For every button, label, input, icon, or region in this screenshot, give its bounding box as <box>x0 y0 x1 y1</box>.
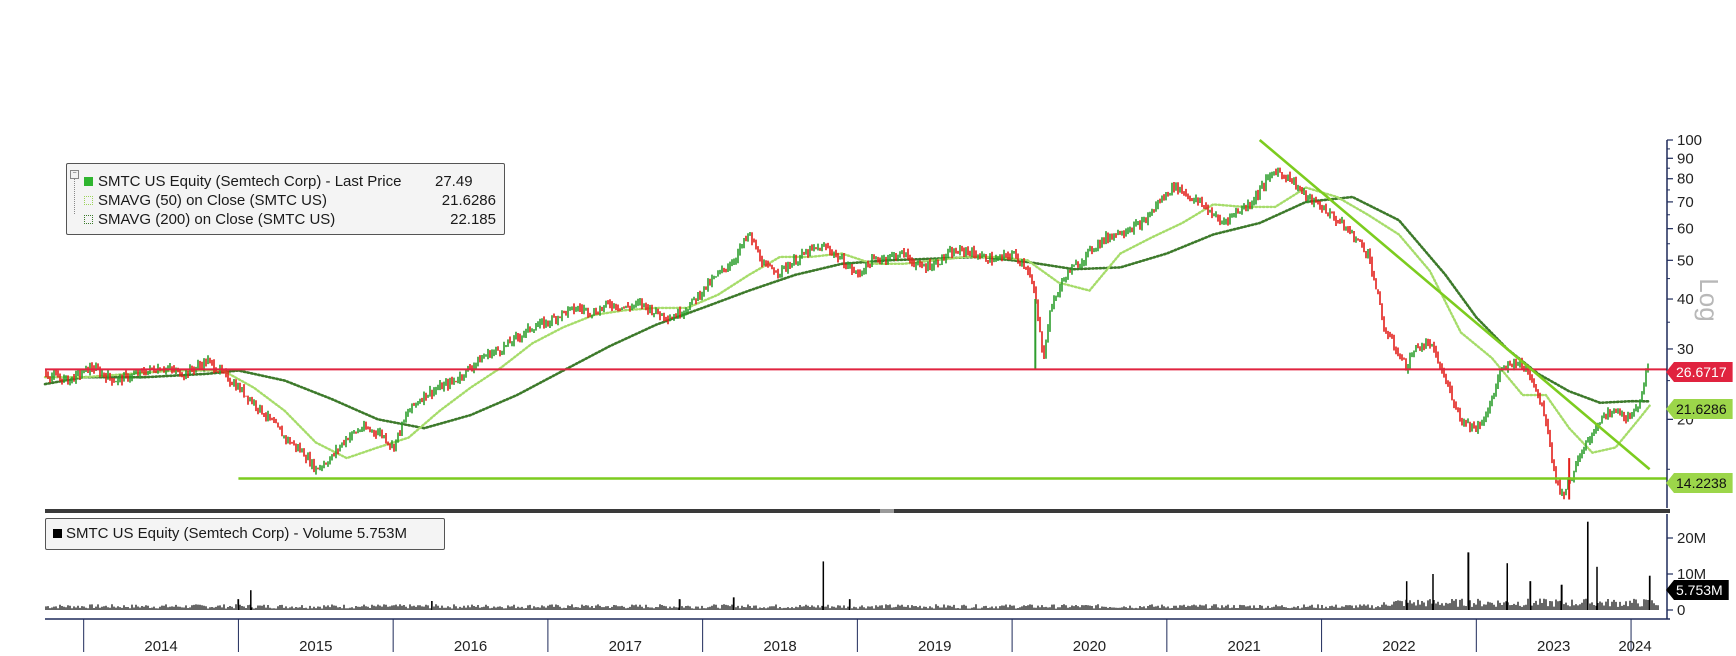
year-label: 2020 <box>1073 638 1106 655</box>
volume-axis-tick-label: 10M <box>1677 566 1706 583</box>
legend-sma50-value: 21.6286 <box>441 192 496 209</box>
legend-price-value: 27.49 <box>435 173 473 190</box>
price-swatch-icon <box>84 177 93 186</box>
price-axis-tick-label: 90 <box>1677 150 1694 167</box>
volume-axis-tick-label: 0 <box>1677 602 1685 619</box>
year-label: 2021 <box>1228 638 1261 655</box>
price-axis-tick-label: 70 <box>1677 194 1694 211</box>
volume-swatch-icon <box>53 529 62 538</box>
panel-divider <box>45 509 1670 513</box>
sma50-swatch-icon <box>84 196 93 205</box>
price-axis-tick-label: 100 <box>1677 132 1702 149</box>
price-axis-tick-label: 30 <box>1677 341 1694 358</box>
legend-sma200-value: 22.185 <box>450 211 496 228</box>
legend-price-name: SMTC US Equity (Semtech Corp) - Last Pri… <box>98 173 402 190</box>
volume-legend: SMTC US Equity (Semtech Corp) - Volume 5… <box>45 518 445 550</box>
year-label: 2017 <box>609 638 642 655</box>
sma200-swatch-icon <box>84 215 93 224</box>
price-candles-up <box>51 167 1649 496</box>
year-label: 2018 <box>763 638 796 655</box>
legend-volume-name: SMTC US Equity (Semtech Corp) - Volume 5… <box>66 525 407 542</box>
year-label: 2022 <box>1382 638 1415 655</box>
volume-value-tag: 5.753M <box>1666 580 1729 600</box>
legend-row-sma50: SMAVG (50) on Close (SMTC US) 21.6286 <box>67 191 504 210</box>
volume-bars <box>45 521 1659 610</box>
legend-row-sma200: SMAVG (200) on Close (SMTC US) 22.185 <box>67 210 504 229</box>
price-axis-tick-label: 50 <box>1677 252 1694 269</box>
year-label: 2016 <box>454 638 487 655</box>
downtrend-line <box>1258 139 1651 471</box>
sma50-price-tag: 21.6286 <box>1666 399 1733 419</box>
volume-axis-tick-label: 20M <box>1677 530 1706 547</box>
price-axis-tick-label: 60 <box>1677 221 1694 238</box>
legend-sma50-name: SMAVG (50) on Close (SMTC US) <box>98 192 327 209</box>
panel-divider-grip <box>880 509 894 513</box>
year-label: 2023 <box>1537 638 1570 655</box>
price-axis-tick-label: 80 <box>1677 171 1694 188</box>
legend-tree-connector <box>74 172 83 214</box>
legend-collapse-icon[interactable]: − <box>70 170 79 179</box>
year-label: 2015 <box>299 638 332 655</box>
legend-sma200-name: SMAVG (200) on Close (SMTC US) <box>98 211 336 228</box>
price-legend: − SMTC US Equity (Semtech Corp) - Last P… <box>66 163 505 235</box>
legend-row-price: SMTC US Equity (Semtech Corp) - Last Pri… <box>67 172 504 191</box>
price-axis-tick-label: 40 <box>1677 291 1694 308</box>
support-price-tag: 14.2238 <box>1666 473 1733 493</box>
resistance-price-tag: 26.6717 <box>1666 362 1733 382</box>
year-label: 2024 <box>1618 638 1651 655</box>
log-scale-label: Log <box>1694 278 1724 321</box>
legend-row-volume: SMTC US Equity (Semtech Corp) - Volume 5… <box>46 524 444 543</box>
year-label: 2014 <box>144 638 177 655</box>
year-label: 2019 <box>918 638 951 655</box>
price-candles-down <box>45 167 1631 500</box>
